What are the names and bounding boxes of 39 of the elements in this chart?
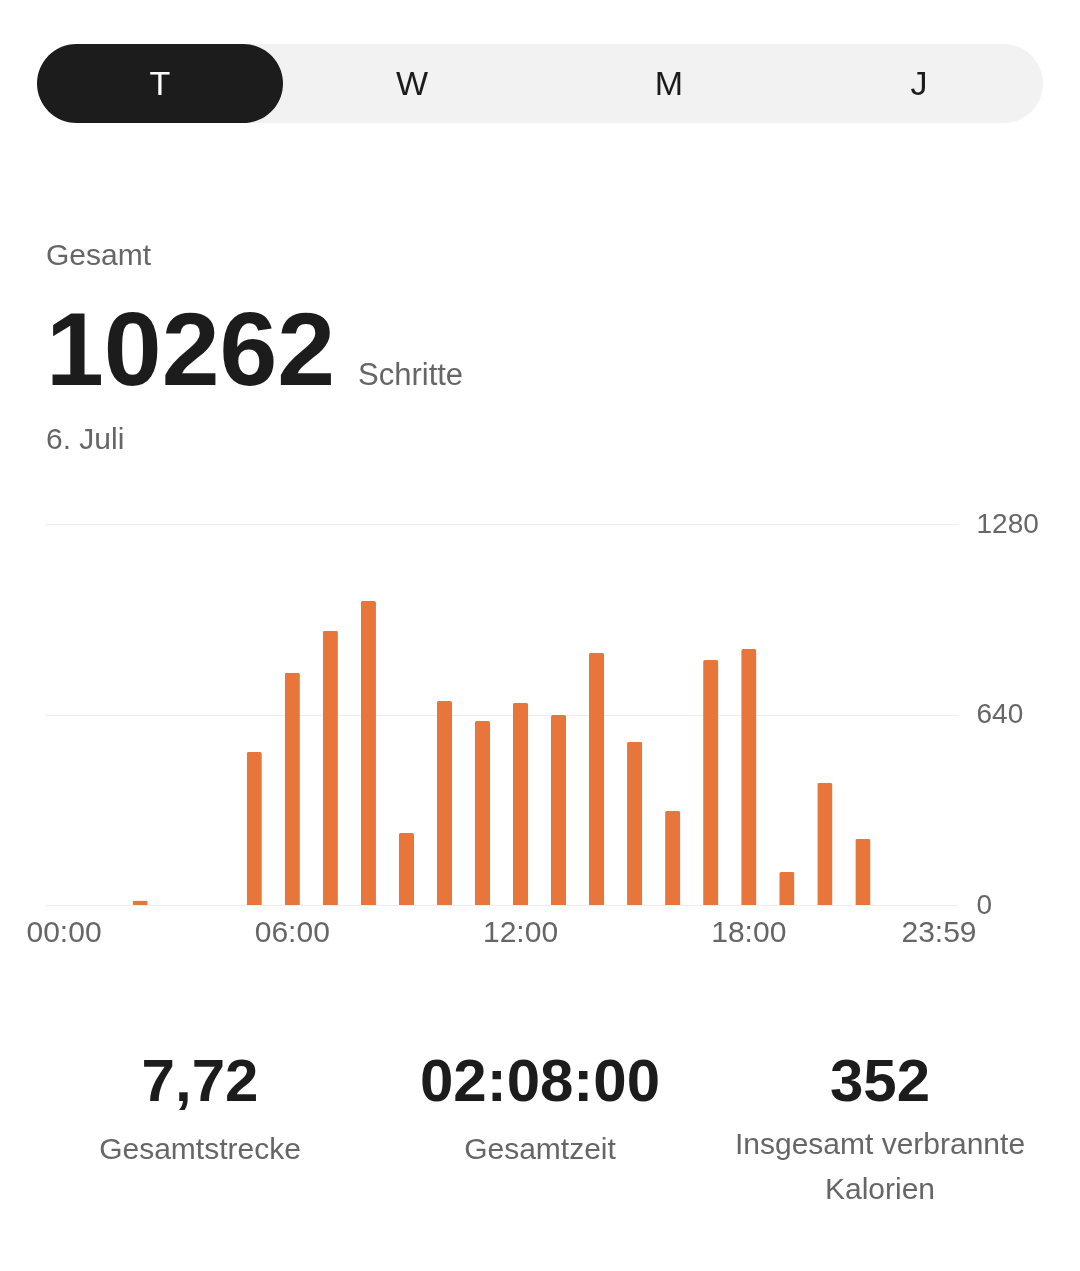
bar [398, 832, 414, 905]
x-tick-label: 23:59 [901, 914, 977, 948]
bar [436, 701, 453, 905]
bar [627, 741, 643, 905]
bar [779, 871, 795, 905]
bar [741, 649, 757, 905]
x-tick-label: 12:00 [482, 914, 559, 948]
bar [512, 702, 529, 905]
text: W [395, 64, 429, 102]
text: Gesamt [46, 238, 152, 271]
text: 7,72 [141, 1047, 259, 1114]
text: Gesamtzeit [464, 1132, 617, 1165]
bar [855, 838, 871, 905]
text: 02:08:00 [419, 1047, 661, 1114]
x-tick-label: 00:00 [26, 914, 102, 948]
text: M [654, 64, 684, 102]
bar [284, 672, 300, 905]
y-tick-label: 640 [976, 698, 1024, 729]
text: Insgesamt verbrannte Kalorien [734, 1127, 1026, 1205]
x-tick-label: 18:00 [711, 914, 787, 948]
text: 352 [829, 1047, 931, 1114]
bar [246, 752, 262, 905]
text: T [149, 64, 171, 102]
text: 6. Juli [46, 422, 125, 455]
bar [322, 630, 338, 905]
text: Gesamtstrecke [99, 1132, 301, 1165]
bar [703, 660, 719, 905]
bar [665, 810, 681, 905]
y-tick-label: 0 [976, 888, 993, 920]
bar [474, 721, 491, 905]
bar [589, 652, 605, 905]
y-tick-label: 1280 [976, 507, 1039, 539]
text: Schritte [358, 357, 464, 392]
x-tick-label: 06:00 [254, 914, 330, 948]
bar [360, 601, 376, 905]
bar [817, 782, 833, 905]
bar [550, 715, 567, 905]
text: 10262 [46, 291, 336, 407]
text: J [910, 64, 928, 102]
